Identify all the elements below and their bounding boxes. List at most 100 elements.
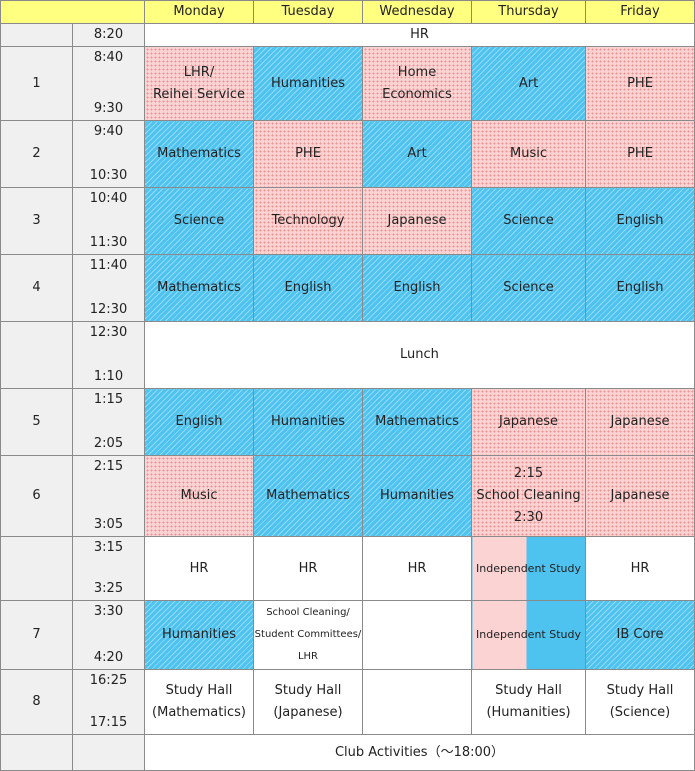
class-cell-mon-5: English bbox=[144, 388, 254, 456]
class-cell-thu-5: Japanese bbox=[471, 388, 586, 456]
class-label: (Mathematics) bbox=[152, 705, 246, 720]
day-header-tuesday: Tuesday bbox=[253, 0, 363, 24]
class-label: Student Committees/ bbox=[254, 629, 362, 640]
class-cell-thu-4: Science bbox=[471, 254, 586, 322]
row-period-7: 7 3:30 4:20 Humanities School Cleaning/St… bbox=[0, 600, 695, 670]
period-times: 9:40 10:30 bbox=[72, 120, 145, 188]
class-cell-wed-4: English bbox=[362, 254, 472, 322]
class-label: (Japanese) bbox=[273, 705, 343, 720]
period-number: 2 bbox=[0, 120, 73, 188]
class-label: Study Hall bbox=[165, 683, 233, 698]
class-label: (Humanities) bbox=[486, 705, 571, 720]
period-blank bbox=[0, 734, 73, 771]
row-period-6: 6 2:15 3:05 Music Mathematics Humanities … bbox=[0, 455, 695, 537]
class-cell-tue-8: Study Hall (Japanese) bbox=[253, 669, 363, 735]
period-number: 8 bbox=[0, 669, 73, 735]
period-blank bbox=[0, 321, 73, 389]
class-cell-mon-4: Mathematics bbox=[144, 254, 254, 322]
day-header-friday: Friday bbox=[585, 0, 695, 24]
class-label: Study Hall bbox=[495, 683, 562, 698]
class-cell-tue-6: Mathematics bbox=[253, 455, 363, 537]
end-time: 12:30 bbox=[89, 302, 128, 317]
start-time: 10:40 bbox=[89, 191, 128, 206]
class-cell-wed-1: Home Economics bbox=[362, 46, 472, 121]
class-cell-tue-2: PHE bbox=[253, 120, 363, 188]
period-blank bbox=[0, 23, 73, 47]
class-cell-mon-6: Music bbox=[144, 455, 254, 537]
end-time: 3:05 bbox=[93, 517, 124, 532]
class-cell-tue-5: Humanities bbox=[253, 388, 363, 456]
row-morning-hr: 8:20 HR bbox=[0, 23, 695, 47]
class-cell-fri-5: Japanese bbox=[585, 388, 695, 456]
hr-cell-tue: HR bbox=[253, 536, 363, 601]
period-number: 7 bbox=[0, 600, 73, 670]
class-cell-fri-6: Japanese bbox=[585, 455, 695, 537]
class-cell-thu-8: Study Hall (Humanities) bbox=[471, 669, 586, 735]
class-cell-mon-3: Science bbox=[144, 187, 254, 255]
class-label: LHR/ bbox=[183, 64, 215, 80]
start-time: 2:15 bbox=[93, 459, 124, 474]
class-cell-fri-8: Study Hall (Science) bbox=[585, 669, 695, 735]
row-period-5: 5 1:15 2:05 English Humanities Mathematic… bbox=[0, 388, 695, 456]
class-cell-wed-6: Humanities bbox=[362, 455, 472, 537]
period-blank bbox=[0, 536, 73, 601]
period-number: 6 bbox=[0, 455, 73, 537]
day-header-monday: Monday bbox=[144, 0, 254, 24]
end-time: 11:30 bbox=[89, 235, 128, 250]
row-lunch: 12:30 1:10 Lunch bbox=[0, 321, 695, 389]
start-time: 8:40 bbox=[93, 50, 124, 65]
hr-cell-fri: HR bbox=[585, 536, 695, 601]
end-time: 10:30 bbox=[89, 168, 128, 183]
class-cell-wed-8 bbox=[362, 669, 472, 735]
period-times: 2:15 3:05 bbox=[72, 455, 145, 537]
class-cell-mon-2: Mathematics bbox=[144, 120, 254, 188]
start-time: 12:30 bbox=[89, 325, 128, 340]
period-times: 3:15 3:25 bbox=[72, 536, 145, 601]
row-period-3: 3 10:40 11:30 Science Technology Japanese… bbox=[0, 187, 695, 255]
class-cell-mon-1: LHR/Reihei Service bbox=[144, 46, 254, 121]
class-cell-thu-7: Independent Study bbox=[471, 600, 586, 670]
end-time: 1:10 bbox=[93, 369, 124, 384]
class-cell-mon-8: Study Hall (Mathematics) bbox=[144, 669, 254, 735]
hr-cell-mon: HR bbox=[144, 536, 254, 601]
class-cell-tue-7: School Cleaning/Student Committees/LHR bbox=[253, 600, 363, 670]
period-times: 12:30 1:10 bbox=[72, 321, 145, 389]
header-corner bbox=[0, 0, 145, 24]
club-activities-cell: Club Activities（～18:00） bbox=[144, 734, 695, 771]
end-time: 17:15 bbox=[89, 715, 128, 730]
header-row: Monday Tuesday Wednesday Thursday Friday bbox=[0, 0, 695, 24]
class-cell-thu-1: Art bbox=[471, 46, 586, 121]
class-cell-tue-1: Humanities bbox=[253, 46, 363, 121]
class-cell-thu-3: Science bbox=[471, 187, 586, 255]
time-blank bbox=[72, 734, 145, 771]
class-cell-thu-hr: Independent Study bbox=[471, 536, 586, 601]
row-period-2: 2 9:40 10:30 Mathematics PHE Art Music PH… bbox=[0, 120, 695, 188]
cleaning-end-time: 2:30 bbox=[513, 510, 544, 525]
class-cell-thu-2: Music bbox=[471, 120, 586, 188]
end-time: 2:05 bbox=[93, 436, 124, 451]
class-cell-mon-7: Humanities bbox=[144, 600, 254, 670]
row-period-1: 1 8:40 9:30 LHR/Reihei Service Humanities… bbox=[0, 46, 695, 121]
start-time: 3:15 bbox=[93, 540, 124, 555]
row-club: Club Activities（～18:00） bbox=[0, 734, 695, 771]
class-cell-fri-7: IB Core bbox=[585, 600, 695, 670]
row-afternoon-hr: 3:15 3:25 HR HR HR Independent Study HR bbox=[0, 536, 695, 601]
lunch-cell: Lunch bbox=[144, 321, 695, 389]
class-cell-wed-7 bbox=[362, 600, 472, 670]
period-times: 1:15 2:05 bbox=[72, 388, 145, 456]
period-times: 8:40 9:30 bbox=[72, 46, 145, 121]
start-time: 9:40 bbox=[93, 124, 124, 139]
end-time: 4:20 bbox=[93, 650, 124, 665]
period-times: 10:40 11:30 bbox=[72, 187, 145, 255]
class-cell-wed-3: Japanese bbox=[362, 187, 472, 255]
period-number: 3 bbox=[0, 187, 73, 255]
class-cell-wed-5: Mathematics bbox=[362, 388, 472, 456]
start-time: 3:30 bbox=[93, 604, 124, 619]
hr-cell-wed: HR bbox=[362, 536, 472, 601]
hr-time: 8:20 bbox=[72, 23, 145, 47]
end-time: 3:25 bbox=[93, 581, 124, 596]
morning-hr-cell: HR bbox=[144, 23, 695, 47]
class-cell-fri-3: English bbox=[585, 187, 695, 255]
class-label: LHR bbox=[297, 651, 319, 662]
